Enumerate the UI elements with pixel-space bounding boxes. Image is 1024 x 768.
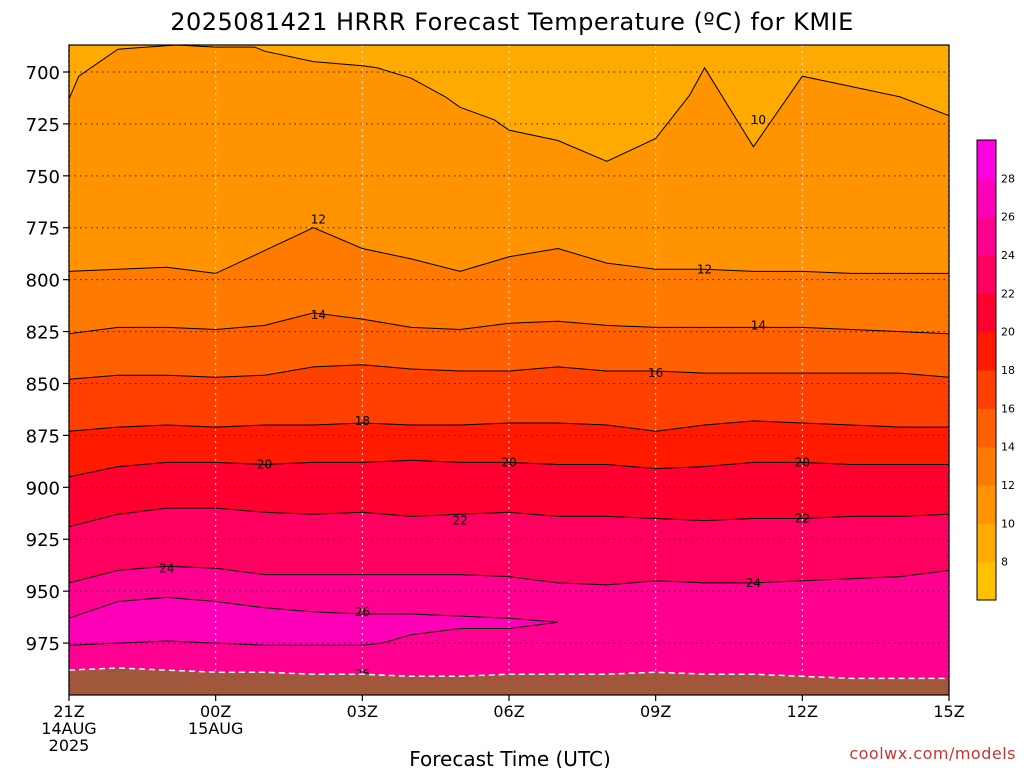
colorbar-label-18: 18 xyxy=(1001,364,1015,377)
contour-label-18-0: 18 xyxy=(355,414,370,428)
contour-14 xyxy=(69,312,949,335)
contour-label-20-2: 20 xyxy=(795,455,810,469)
colorbar-segment-5 xyxy=(977,370,996,409)
y-tick-label-750: 750 xyxy=(26,167,60,188)
x-tick-label-6-0: 03Z xyxy=(347,702,378,721)
colorbar-label-12: 12 xyxy=(1001,479,1015,492)
x-tick-label-9-0: 06Z xyxy=(493,702,524,721)
colorbar-label-16: 16 xyxy=(1001,402,1015,415)
contour-label-24-1: 24 xyxy=(746,576,761,590)
contour-line-layer: 10121214141618202020222224242626 xyxy=(69,45,949,681)
contour-26 xyxy=(69,596,558,646)
y-tick-label-800: 800 xyxy=(26,271,60,292)
x-tick-label-3-0: 00Z xyxy=(200,702,231,721)
contour-22 xyxy=(69,507,949,528)
terrain-edge xyxy=(69,667,949,680)
colorbar-label-20: 20 xyxy=(1001,326,1015,339)
y-tick-label-875: 875 xyxy=(26,426,60,447)
colorbar-segment-11 xyxy=(977,140,996,179)
x-tick-label-15-0: 12Z xyxy=(787,702,818,721)
contour-label-16-0: 16 xyxy=(648,366,663,380)
contour-label-20-0: 20 xyxy=(257,457,272,471)
y-tick-label-825: 825 xyxy=(26,323,60,344)
y-axis: 700 725 750 775 800 825 850 875 900 925 950 975 xyxy=(26,63,69,655)
x-tick-label-0-2: 2025 xyxy=(49,736,90,755)
y-tick-label-850: 850 xyxy=(26,374,60,395)
colorbar-label-14: 14 xyxy=(1001,441,1015,454)
contour-10 xyxy=(69,45,949,162)
terrain-layer xyxy=(69,667,949,695)
fill-band-above-24 xyxy=(69,566,949,695)
contour-12 xyxy=(69,227,949,274)
contour-16 xyxy=(69,364,949,380)
contour-label-24-0: 24 xyxy=(159,561,174,575)
colorbar-label-22: 22 xyxy=(1001,287,1015,300)
colorbar-segment-7 xyxy=(977,293,996,333)
colorbar-label-10: 10 xyxy=(1001,517,1015,530)
fill-band-above-26 xyxy=(69,597,558,646)
contour-24 xyxy=(69,565,949,586)
colorbar-segment-0 xyxy=(977,561,996,601)
contour-label-26-0: 26 xyxy=(355,605,370,619)
contour-18 xyxy=(69,420,949,432)
y-tick-label-925: 925 xyxy=(26,530,60,551)
colorbar-segment-4 xyxy=(977,408,996,448)
x-tick-label-3-1: 15AUG xyxy=(188,719,243,738)
colorbar-segment-9 xyxy=(977,216,996,256)
x-axis-title: Forecast Time (UTC) xyxy=(409,747,611,768)
credit-text: coolwx.com/models xyxy=(849,744,1016,763)
y-tick-label-900: 900 xyxy=(26,478,60,499)
contour-label-14-0: 14 xyxy=(311,308,326,322)
temperature-fill-layer xyxy=(69,45,949,695)
colorbar-label-26: 26 xyxy=(1001,211,1015,224)
y-tick-label-950: 950 xyxy=(26,582,60,603)
colorbar-segment-10 xyxy=(977,178,996,218)
contour-label-12-0: 12 xyxy=(311,212,326,226)
colorbar-segment-1 xyxy=(977,523,996,563)
contour-label-22-0: 22 xyxy=(452,514,467,528)
contour-20 xyxy=(69,459,949,478)
colorbar-segment-8 xyxy=(977,255,996,294)
contour-label-12-1: 12 xyxy=(697,262,712,276)
contour-label-14-1: 14 xyxy=(751,318,766,332)
colorbar-segment-3 xyxy=(977,446,996,486)
colorbar-segment-6 xyxy=(977,331,996,371)
contour-label-10-0: 10 xyxy=(751,113,766,127)
contour-label-20-1: 20 xyxy=(501,455,516,469)
colorbar-label-28: 28 xyxy=(1001,172,1015,185)
y-tick-label-700: 700 xyxy=(26,63,60,84)
y-tick-label-725: 725 xyxy=(26,115,60,136)
contour-label-22-1: 22 xyxy=(795,511,810,525)
colorbar-segment-2 xyxy=(977,485,996,524)
colorbar-frame xyxy=(976,139,997,601)
colorbar: 8 10 12 14 16 18 20 22 24 26 28 xyxy=(976,139,1015,601)
chart-title: 2025081421 HRRR Forecast Temperature (ºC… xyxy=(170,8,854,36)
y-tick-label-975: 975 xyxy=(26,634,60,655)
colorbar-label-8: 8 xyxy=(1001,556,1008,569)
y-tick-label-775: 775 xyxy=(26,219,60,240)
x-tick-label-12-0: 09Z xyxy=(640,702,671,721)
colorbar-label-24: 24 xyxy=(1001,249,1015,262)
x-tick-label-0-0: 21Z xyxy=(53,702,84,721)
x-tick-label-0-1: 14AUG xyxy=(41,719,96,738)
x-tick-label-18-0: 15Z xyxy=(933,702,964,721)
